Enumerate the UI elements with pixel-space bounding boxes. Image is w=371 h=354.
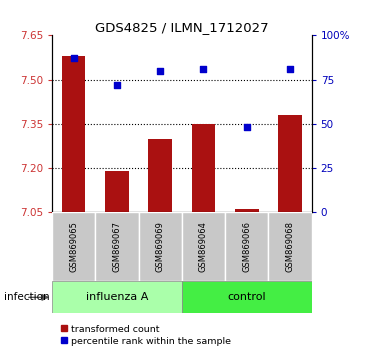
Bar bbox=[225, 212, 268, 281]
Point bbox=[114, 82, 120, 88]
Legend: transformed count, percentile rank within the sample: transformed count, percentile rank withi… bbox=[57, 321, 234, 349]
Text: GSM869066: GSM869066 bbox=[242, 221, 251, 273]
Bar bbox=[191, 124, 215, 212]
Bar bbox=[138, 212, 182, 281]
Text: GSM869064: GSM869064 bbox=[199, 222, 208, 272]
Point bbox=[244, 125, 250, 130]
Text: GSM869068: GSM869068 bbox=[286, 221, 295, 273]
Bar bbox=[235, 210, 259, 212]
Text: GSM869065: GSM869065 bbox=[69, 222, 78, 272]
Bar bbox=[62, 56, 85, 212]
Bar bbox=[95, 212, 138, 281]
Bar bbox=[52, 212, 95, 281]
Bar bbox=[52, 281, 182, 313]
Title: GDS4825 / ILMN_1712027: GDS4825 / ILMN_1712027 bbox=[95, 21, 269, 34]
Point bbox=[287, 66, 293, 72]
Bar bbox=[268, 212, 312, 281]
Text: control: control bbox=[227, 292, 266, 302]
Point bbox=[70, 56, 76, 61]
Bar bbox=[182, 212, 225, 281]
Bar bbox=[182, 281, 312, 313]
Bar bbox=[278, 115, 302, 212]
Point bbox=[157, 68, 163, 74]
Point bbox=[200, 66, 206, 72]
Text: infection: infection bbox=[4, 292, 49, 302]
Text: influenza A: influenza A bbox=[86, 292, 148, 302]
Bar bbox=[148, 139, 172, 212]
Text: GSM869067: GSM869067 bbox=[112, 221, 121, 273]
Bar bbox=[105, 171, 129, 212]
Text: GSM869069: GSM869069 bbox=[156, 222, 165, 272]
